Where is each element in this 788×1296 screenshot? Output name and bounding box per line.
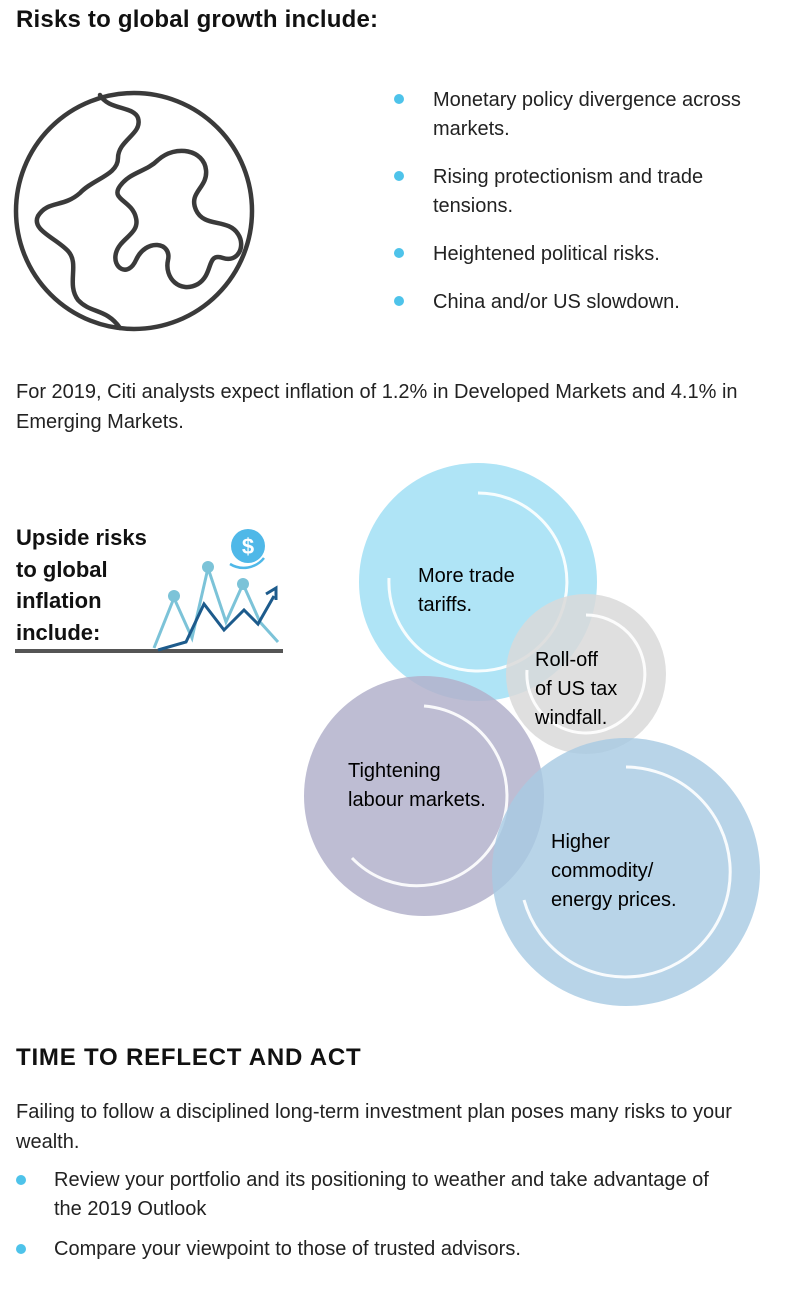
list-item: Compare your viewpoint to those of trust…	[16, 1235, 716, 1264]
globe-icon	[13, 90, 255, 332]
section-title: TIME TO REFLECT AND ACT	[16, 1044, 362, 1071]
circle-commodity-prices	[492, 738, 760, 1006]
heading-underline	[15, 649, 283, 653]
heading-line: inflation	[16, 588, 102, 613]
circle-tax-windfall	[506, 594, 666, 754]
trend-chart-icon: $	[152, 529, 280, 652]
section-paragraph: Failing to follow a disciplined long-ter…	[16, 1101, 732, 1153]
bullet-icon	[16, 1244, 26, 1254]
list-item: Review your portfolio and its positionin…	[16, 1166, 716, 1224]
circle-label: More trade tariffs.	[418, 565, 515, 616]
growth-risks-list: Monetary policy divergence across market…	[394, 86, 784, 336]
bullet-icon	[394, 248, 404, 258]
list-item: Rising protectionism and trade tensions.	[394, 163, 784, 221]
circle-label: Roll-off of US tax windfall.	[534, 649, 617, 729]
list-item-text: Monetary policy divergence across market…	[433, 89, 741, 140]
circle-label: Tightening labour markets.	[348, 760, 486, 811]
list-item-text: Compare your viewpoint to those of trust…	[54, 1238, 521, 1260]
section-title: Risks to global growth include:	[16, 6, 379, 33]
bullet-icon	[394, 296, 404, 306]
action-list: Review your portfolio and its positionin…	[16, 1166, 716, 1275]
bullet-icon	[394, 94, 404, 104]
list-item-text: Heightened political risks.	[433, 243, 660, 265]
list-item-text: Rising protectionism and trade tensions.	[433, 166, 704, 217]
circle-label: Higher commodity/energy prices.	[551, 831, 677, 911]
list-item: Monetary policy divergence across market…	[394, 86, 784, 144]
list-item: China and/or US slowdown.	[394, 288, 784, 317]
inflation-risk-circles: More trade tariffs. Roll-off of US tax wind…	[304, 463, 760, 1006]
list-item-text: China and/or US slowdown.	[433, 291, 680, 313]
upside-risks-heading: Upside risks to global inflation include…	[16, 522, 186, 648]
dollar-label: $	[242, 534, 254, 559]
heading-line: Upside risks	[16, 525, 147, 550]
heading-line: to global	[16, 556, 108, 582]
inflation-paragraph: For 2019, Citi analysts expect inflation…	[16, 381, 738, 433]
list-item-text: Review your portfolio and its positionin…	[54, 1169, 709, 1220]
heading-line: include:	[16, 619, 101, 645]
list-item: Heightened political risks.	[394, 240, 784, 269]
bullet-icon	[16, 1175, 26, 1185]
bullet-icon	[394, 171, 404, 181]
